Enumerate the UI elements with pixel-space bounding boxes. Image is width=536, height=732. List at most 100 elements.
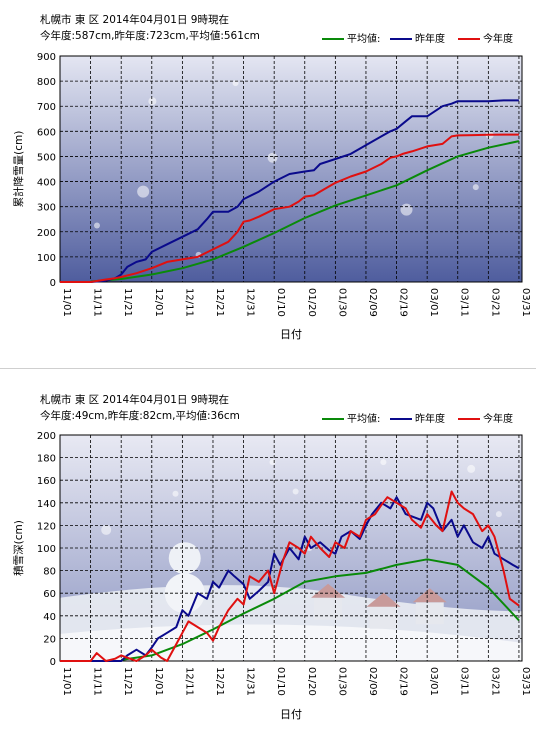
snowflake-decoration (380, 459, 387, 466)
y-tick-label: 0 (50, 657, 56, 668)
y-tick-label: 40 (43, 612, 56, 623)
house-decoration (314, 597, 343, 620)
snowflake-decoration (292, 488, 299, 495)
y-tick-label: 900 (37, 52, 56, 63)
snowman-head (168, 542, 201, 575)
y-tick-label: 20 (43, 634, 56, 645)
legend-swatch-this-year (458, 418, 480, 420)
plot-frame (59, 434, 523, 662)
x-tick-label: 03/01 (428, 288, 439, 317)
y-tick-label: 400 (37, 178, 56, 189)
series-line-昨年度 (60, 99, 519, 283)
y-tick-label: 60 (43, 589, 56, 600)
y-tick-label: 80 (43, 567, 56, 578)
house-roof-decoration (366, 592, 401, 607)
x-tick-label: 03/21 (489, 667, 500, 696)
x-tick-label: 03/11 (459, 667, 470, 696)
cumulative-snowfall-chart: 0 100 200 300 400 500 600 700 800 900 11/01 11/11 11… (12, 52, 531, 341)
y-tick-label: 300 (37, 203, 56, 214)
y-tick-label: 0 (50, 278, 56, 289)
legend-swatch-last-year (390, 418, 412, 420)
x-tick-label: 01/10 (275, 667, 286, 696)
chart-header: 札幌市 東 区 2014年04月01日 9時現在 (40, 394, 229, 406)
x-tick-label: 12/31 (245, 288, 256, 317)
x-tick-label: 02/09 (367, 288, 378, 317)
y-tick-label: 200 (37, 228, 56, 239)
snowflake-decoration (467, 464, 476, 473)
snowflake-decoration (232, 80, 239, 87)
y-tick-label: 100 (37, 544, 56, 555)
x-tick-label: 03/31 (520, 288, 531, 317)
x-tick-label: 11/21 (122, 667, 133, 696)
x-tick-label: 11/11 (92, 667, 103, 696)
y-tick-label: 600 (37, 127, 56, 138)
x-tick-label: 11/01 (61, 667, 72, 696)
legend-swatch-last-year (390, 38, 412, 40)
house-decoration (369, 606, 398, 629)
legend-label-last-year: 昨年度 (415, 34, 445, 45)
y-tick-label: 800 (37, 77, 56, 88)
chart-summary: 今年度:49cm,昨年度:82cm,平均値:36cm (40, 410, 240, 422)
x-tick-label: 01/30 (336, 667, 347, 696)
y-axis-label: 積雪深(cm) (12, 520, 25, 576)
legend-avg: 平均値: (322, 30, 380, 45)
x-tick-label: 01/10 (275, 288, 286, 317)
chart-panel-depth: 札幌市 東 区 2014年04月01日 9時現在 今年度:49cm,昨年度:82… (0, 380, 536, 732)
x-tick-label: 11/11 (92, 288, 103, 317)
x-tick-label: 12/11 (183, 667, 194, 696)
x-tick-label: 02/19 (398, 667, 409, 696)
snowflake-decoration (148, 97, 157, 106)
legend-label-last-year: 昨年度 (415, 414, 445, 425)
snowflake-decoration (93, 222, 100, 229)
x-tick-label: 12/31 (245, 667, 256, 696)
plot-background (60, 56, 522, 282)
x-tick-label: 12/21 (214, 288, 225, 317)
y-axis-label: 累計降雪量(cm) (12, 131, 25, 208)
x-tick-label: 12/01 (153, 667, 164, 696)
legend-swatch-this-year (458, 38, 480, 40)
x-tick-label: 03/11 (459, 288, 470, 317)
x-tick-label: 01/20 (306, 667, 317, 696)
x-tick-label: 03/31 (520, 667, 531, 696)
chart-panel-cumulative: 札幌市 東 区 2014年04月01日 9時現在 今年度:587cm,昨年度:7… (12, 14, 531, 341)
house-roof-decoration (311, 583, 346, 598)
snowflake-decoration (269, 459, 276, 466)
y-tick-label: 200 (37, 431, 56, 442)
snowflake-decoration (137, 185, 150, 198)
y-tick-label: 160 (37, 476, 56, 487)
panel-separator (0, 368, 536, 369)
x-tick-label: 12/01 (153, 288, 164, 317)
x-tick-label: 03/01 (428, 667, 439, 696)
house-roof-decoration (412, 588, 447, 603)
series-line-平均値 (121, 558, 520, 661)
legend-label-avg: 平均値 (347, 34, 377, 45)
legend-label-this-year: 今年度 (483, 34, 513, 45)
snowflake-decoration (400, 203, 413, 216)
x-tick-label: 02/19 (398, 288, 409, 317)
y-tick-label: 500 (37, 152, 56, 163)
y-tick-label: 180 (37, 454, 56, 465)
y-tick-label: 120 (37, 521, 56, 532)
legend-label-this-year: 今年度 (483, 414, 513, 425)
x-axis-label: 日付 (280, 328, 302, 341)
chart-header: 札幌市 東 区 2014年04月01日 9時現在 (40, 14, 229, 26)
y-tick-label: 140 (37, 499, 56, 510)
snowflake-decoration (267, 152, 278, 163)
legend-swatch-avg (322, 418, 344, 420)
legend-label-avg: 平均値 (347, 414, 377, 425)
series-line-今年度 (60, 490, 520, 662)
snowman-body (164, 573, 205, 614)
x-tick-label: 02/09 (367, 667, 378, 696)
plot-frame (59, 55, 523, 283)
house-decoration (415, 602, 444, 625)
y-tick-label: 100 (37, 253, 56, 264)
snowflake-decoration (101, 524, 112, 535)
legend-this-year: 今年度 (458, 410, 513, 425)
x-tick-label: 11/01 (61, 288, 72, 317)
x-tick-label: 12/11 (183, 288, 194, 317)
legend-avg: 平均値: (322, 410, 380, 425)
x-tick-label: 03/21 (489, 288, 500, 317)
legend-this-year: 今年度 (458, 30, 513, 45)
series-line-今年度 (60, 133, 519, 283)
x-tick-label: 11/21 (122, 288, 133, 317)
